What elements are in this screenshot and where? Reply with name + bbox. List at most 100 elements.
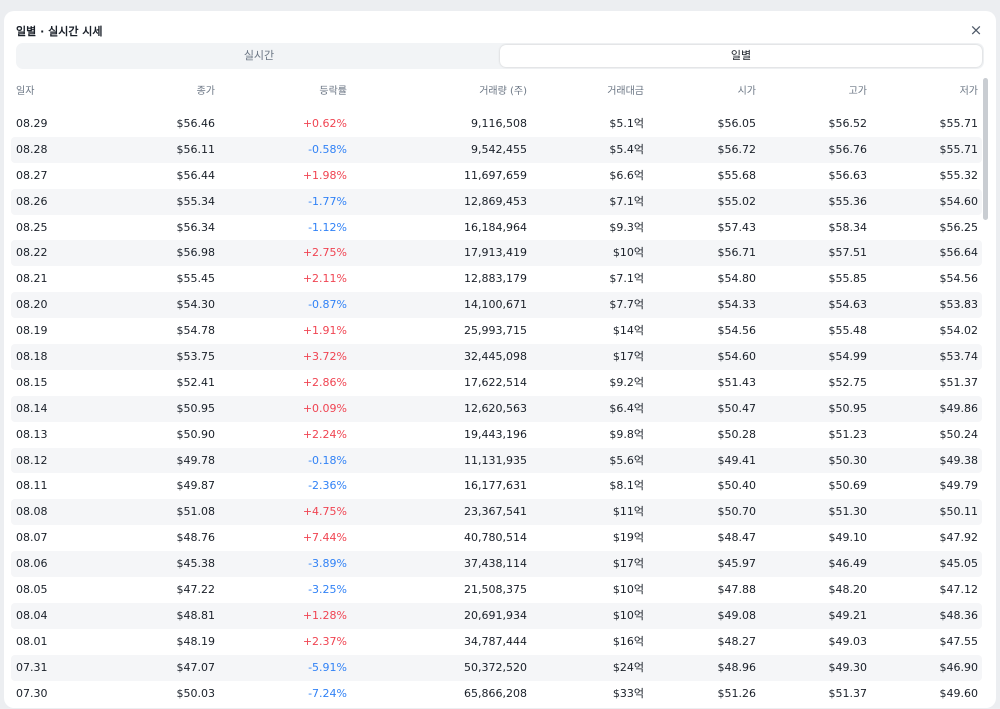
- cell-high: $46.49: [828, 557, 868, 571]
- cell-high: $51.37: [828, 686, 868, 700]
- cell-high: $54.99: [828, 350, 868, 364]
- cell-high: $49.30: [828, 660, 868, 674]
- column-header-date: 일자: [16, 86, 35, 97]
- cell-close: $49.87: [176, 479, 216, 493]
- cell-volume: 50,372,520: [464, 660, 527, 674]
- cell-close: $56.98: [176, 246, 216, 260]
- cell-low: $49.86: [939, 401, 979, 415]
- cell-date: 08.27: [16, 168, 48, 182]
- cell-change: +1.28%: [302, 608, 347, 622]
- cell-amount: $9.2억: [609, 375, 644, 389]
- cell-volume: 65,866,208: [464, 686, 527, 700]
- cell-date: 08.20: [16, 298, 48, 312]
- column-header-high: 고가: [848, 86, 867, 97]
- table-row: 08.12 $49.78 -0.18% 11,131,935 $5.6억 $49.41 $5…: [11, 447, 982, 474]
- table-row: 07.31 $47.07 -5.91% 50,372,520 $24억 $48.96 $49…: [11, 654, 982, 681]
- cell-close: $55.45: [176, 272, 216, 286]
- cell-open: $55.68: [717, 168, 757, 182]
- table-row: 08.27 $56.44 +1.98% 11,697,659 $6.6억 $55.68 $5…: [11, 163, 982, 189]
- cell-low: $55.32: [939, 168, 979, 182]
- table-row: 08.05 $47.22 -3.25% 21,508,375 $10억 $47.88 $48…: [11, 577, 982, 603]
- cell-change: +3.72%: [302, 350, 347, 364]
- cell-high: $50.69: [828, 479, 868, 493]
- panel-title: 일별 · 실시간 시세: [16, 25, 103, 38]
- cell-close: $55.34: [176, 194, 216, 208]
- table-row: 08.28 $56.11 -0.58% 9,542,455 $5.4억 $56.72 $56…: [11, 136, 982, 163]
- cell-open: $49.08: [717, 608, 757, 622]
- daily-price-panel: 일별 · 실시간 시세 × 실시간 일별 일자 종가 등락률 거래량 (주) 거…: [4, 11, 996, 708]
- tab-bar: 실시간 일별: [16, 43, 984, 69]
- cell-amount: $7.7억: [609, 298, 644, 312]
- cell-date: 08.26: [16, 194, 48, 208]
- cell-open: $48.47: [717, 531, 757, 545]
- cell-date: 08.28: [16, 142, 48, 156]
- cell-high: $55.48: [828, 324, 868, 338]
- cell-open: $48.96: [717, 660, 757, 674]
- cell-high: $56.52: [828, 117, 868, 130]
- table-row: 08.18 $53.75 +3.72% 32,445,098 $17억 $54.60 $54…: [11, 344, 982, 370]
- cell-amount: $7.1억: [609, 272, 644, 286]
- cell-change: -0.87%: [308, 298, 347, 312]
- cell-volume: 9,542,455: [471, 142, 527, 156]
- cell-open: $47.88: [717, 583, 757, 597]
- cell-date: 08.07: [16, 531, 48, 545]
- cell-amount: $16억: [612, 634, 644, 648]
- table-row: 08.01 $48.19 +2.37% 34,787,444 $16억 $48.27 $49…: [11, 629, 982, 655]
- table-row: 08.08 $51.08 +4.75% 23,367,541 $11억 $50.70 $51…: [11, 499, 982, 526]
- cell-amount: $17억: [612, 350, 644, 364]
- cell-change: +1.98%: [302, 168, 347, 182]
- cell-volume: 25,993,715: [464, 324, 527, 338]
- cell-high: $48.20: [828, 583, 868, 597]
- cell-volume: 23,367,541: [464, 505, 527, 519]
- cell-amount: $9.8억: [609, 427, 644, 441]
- cell-open: $54.56: [717, 324, 757, 338]
- cell-close: $50.03: [176, 686, 216, 700]
- scroll-thumb[interactable]: [983, 78, 988, 220]
- table-row: 08.22 $56.98 +2.75% 17,913,419 $10억 $56.71 $57…: [11, 240, 982, 267]
- cell-high: $55.85: [828, 272, 868, 286]
- cell-date: 08.06: [16, 557, 48, 571]
- cell-change: -0.58%: [308, 142, 347, 156]
- cell-date: 08.19: [16, 324, 48, 338]
- cell-amount: $7.1억: [609, 194, 644, 208]
- table-row: 08.29 $56.46 +0.62% 9,116,508 $5.1억 $56.05 $56…: [11, 111, 982, 137]
- column-header-open: 시가: [737, 86, 756, 97]
- cell-change: -0.18%: [308, 453, 347, 467]
- cell-date: 08.21: [16, 272, 48, 286]
- cell-close: $56.46: [176, 117, 216, 130]
- cell-volume: 17,622,514: [464, 375, 527, 389]
- cell-amount: $5.6억: [609, 453, 644, 467]
- cell-close: $50.95: [176, 401, 216, 415]
- cell-volume: 12,620,563: [464, 401, 527, 415]
- table-row: 08.20 $54.30 -0.87% 14,100,671 $7.7억 $54.33 $5…: [11, 292, 982, 319]
- scrollbar[interactable]: [983, 78, 988, 708]
- cell-change: -1.77%: [308, 194, 347, 208]
- close-icon[interactable]: ×: [969, 21, 983, 39]
- cell-low: $53.74: [939, 350, 979, 364]
- cell-amount: $8.1억: [609, 479, 644, 493]
- cell-volume: 12,883,179: [464, 272, 527, 286]
- cell-change: -7.24%: [308, 686, 347, 700]
- cell-change: -3.89%: [308, 557, 347, 571]
- cell-high: $57.51: [828, 246, 868, 260]
- cell-high: $49.10: [828, 531, 868, 545]
- cell-low: $54.02: [939, 324, 979, 338]
- cell-close: $47.07: [176, 660, 216, 674]
- cell-low: $49.79: [939, 479, 979, 493]
- cell-low: $47.92: [939, 531, 979, 545]
- cell-low: $53.83: [939, 298, 979, 312]
- cell-open: $49.41: [717, 453, 757, 467]
- cell-open: $50.47: [717, 401, 757, 415]
- cell-high: $52.75: [828, 375, 868, 389]
- tab-realtime[interactable]: 실시간: [243, 49, 275, 62]
- cell-change: -2.36%: [308, 479, 347, 493]
- tab-daily[interactable]: 일별: [500, 45, 982, 67]
- cell-date: 08.04: [16, 608, 48, 622]
- column-header-low: 저가: [959, 86, 978, 97]
- cell-open: $57.43: [717, 220, 757, 234]
- cell-date: 08.18: [16, 350, 48, 364]
- cell-date: 08.13: [16, 427, 48, 441]
- table-row: 08.04 $48.81 +1.28% 20,691,934 $10억 $49.08 $49…: [11, 602, 982, 629]
- cell-high: $54.63: [828, 298, 868, 312]
- cell-date: 08.22: [16, 246, 48, 260]
